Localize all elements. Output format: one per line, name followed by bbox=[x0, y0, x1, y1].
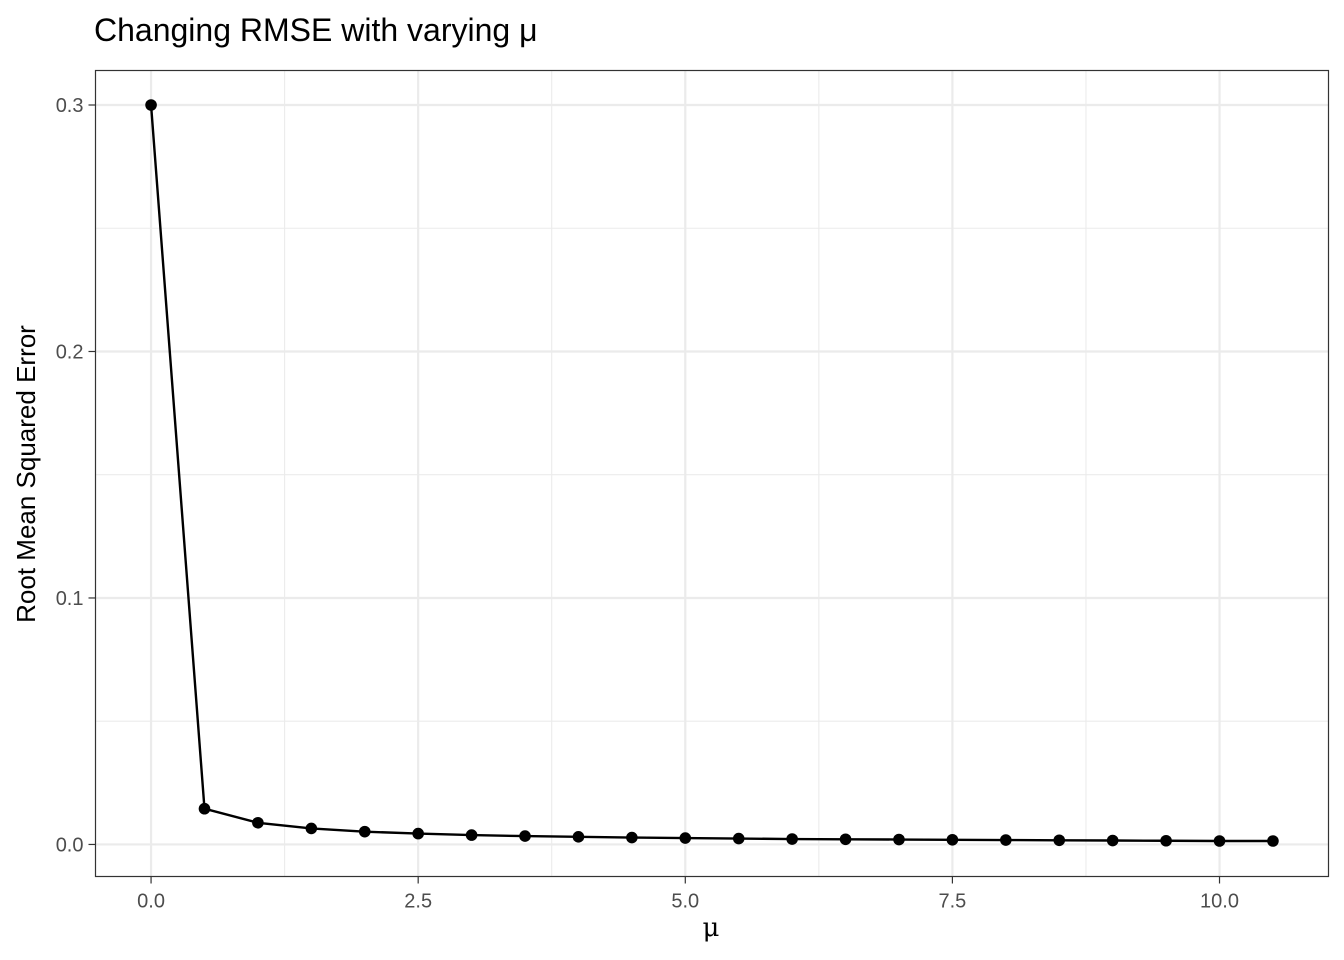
data-point bbox=[412, 827, 424, 840]
data-point bbox=[946, 833, 959, 846]
data-point bbox=[732, 832, 745, 845]
data-point bbox=[145, 99, 157, 111]
data-point bbox=[305, 822, 318, 835]
data-point bbox=[1213, 835, 1226, 847]
x-tick-label: 5.0 bbox=[671, 891, 699, 913]
chart-title: Changing RMSE with varying μ bbox=[94, 12, 538, 48]
y-tick-label: 0.1 bbox=[56, 588, 84, 610]
x-tick-label: 2.5 bbox=[404, 891, 432, 913]
y-axis-title: Root Mean Squared Error bbox=[11, 325, 41, 623]
data-point bbox=[786, 833, 798, 845]
data-point bbox=[1160, 834, 1172, 847]
series-line bbox=[149, 104, 1273, 843]
data-point bbox=[358, 825, 371, 838]
data-point bbox=[198, 802, 211, 815]
data-point bbox=[626, 831, 638, 844]
axis-ticks: 0.0 2.5 5.0 7.5 10.0 0.0 0.1 0.2 0.3 bbox=[56, 95, 1239, 912]
panel-border bbox=[94, 69, 1330, 878]
data-point bbox=[252, 816, 264, 829]
y-tick-label: 0.3 bbox=[56, 95, 84, 117]
grid bbox=[95, 70, 1329, 877]
data-point bbox=[519, 830, 531, 842]
data-point bbox=[893, 833, 905, 846]
data-point bbox=[1053, 834, 1066, 847]
y-tick-label: 0.0 bbox=[56, 834, 84, 856]
data-point bbox=[1267, 835, 1279, 847]
data-point bbox=[572, 831, 585, 843]
data-point bbox=[1106, 834, 1119, 847]
x-tick-label: 7.5 bbox=[938, 891, 966, 913]
data-point bbox=[839, 833, 852, 846]
x-tick-label: 0.0 bbox=[137, 891, 165, 913]
y-tick-label: 0.2 bbox=[56, 341, 84, 363]
data-point bbox=[679, 832, 692, 844]
series bbox=[145, 99, 1279, 847]
x-axis-title: μ bbox=[703, 913, 720, 943]
data-point bbox=[1000, 834, 1012, 846]
x-tick-label: 10.0 bbox=[1200, 891, 1239, 913]
data-point bbox=[465, 829, 478, 841]
